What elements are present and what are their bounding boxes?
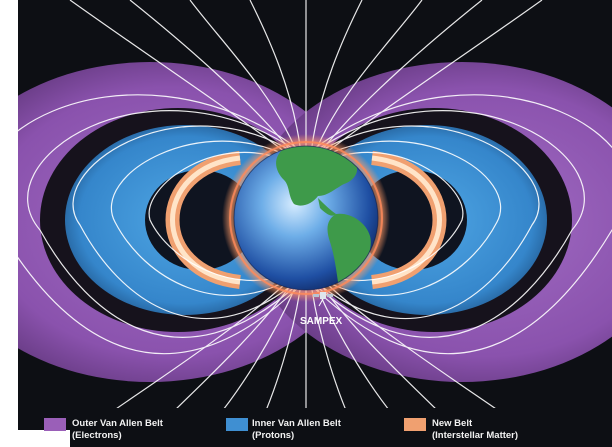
magnetic-field-lines <box>18 0 612 420</box>
legend-item-inner-belt: Inner Van Allen Belt (Protons) <box>226 418 342 441</box>
legend-outer-line2: (Electrons) <box>72 430 122 441</box>
satellite-icon <box>313 292 333 307</box>
earth-globe <box>233 145 379 291</box>
legend-inner-line2: (Protons) <box>252 430 294 441</box>
legend-new-line1: New Belt <box>432 418 473 429</box>
satellite-label: SAMPEX <box>300 316 343 327</box>
legend: Outer Van Allen Belt (Electrons) Inner V… <box>0 408 612 447</box>
legend-swatch-outer <box>44 418 66 431</box>
legend-new-line2: (Interstellar Matter) <box>432 430 518 441</box>
legend-inner-line1: Inner Van Allen Belt <box>252 418 342 429</box>
legend-item-new-belt: New Belt (Interstellar Matter) <box>404 418 518 441</box>
new-belt <box>165 151 447 289</box>
legend-swatch-inner <box>226 418 248 431</box>
legend-item-outer-belt: Outer Van Allen Belt (Electrons) <box>44 418 164 441</box>
legend-swatch-new <box>404 418 426 431</box>
legend-outer-line1: Outer Van Allen Belt <box>72 418 164 429</box>
